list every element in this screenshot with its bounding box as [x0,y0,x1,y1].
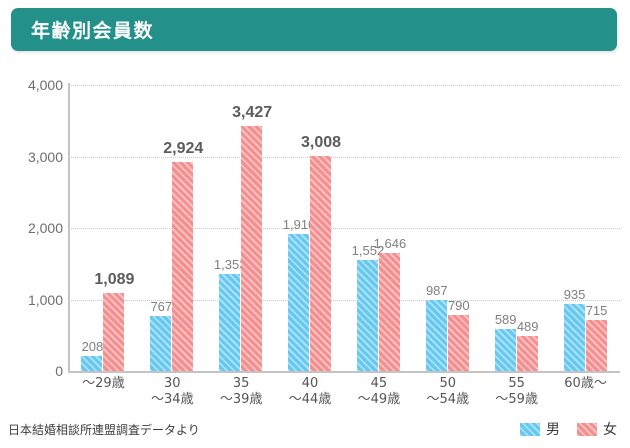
x-tick-line1: 35 [232,376,250,391]
bar-group: 767 2,924 [150,85,203,371]
x-axis-tick-label: 〜29歳 [58,376,148,392]
y-axis-tick-labels: 0 1,000 2,000 3,000 4,000 [0,56,63,416]
bar-chart: 0 1,000 2,000 3,000 4,000 208 1,089 767 2,924 1,… [0,56,630,416]
bar-group: 935 715 [563,85,608,371]
bar-value-label: 3,427 [232,103,273,121]
bar-group: 1,910 3,008 [283,85,341,371]
bar-value-label: 1,910 [282,217,316,233]
legend-swatch-male-icon [520,422,540,436]
bar-value-label: 935 [563,287,586,303]
x-tick-line2: 〜59歳 [495,392,538,407]
x-axis-tick-label: 45 〜49歳 [334,376,424,408]
bar-group: 589 489 [494,85,539,371]
x-tick-line1: 45 [370,376,388,391]
bar-group: 208 1,089 [81,85,134,371]
bar-male[interactable] [150,316,172,371]
bar-value-label: 1,353 [213,257,247,273]
y-axis-tick-3000: 3,000 [27,148,63,165]
bar-value-label: 3,008 [301,133,342,151]
x-axis-tick-label: 60歳〜 [541,376,630,392]
x-tick-line1: 50 [439,376,457,391]
bar-value-label: 208 [81,339,104,355]
x-axis-tick-label: 30 〜34歳 [127,376,217,408]
x-axis-tick-label: 50 〜54歳 [403,376,493,408]
x-tick-line2: 〜34歳 [151,392,194,407]
chart-legend: 男 女 [520,419,617,439]
bar-value-label: 589 [494,311,517,327]
x-tick-line1: 55 [508,376,525,391]
bar-female[interactable] [310,155,332,371]
gridline-3000 [69,156,620,158]
legend-swatch-female-icon [577,422,597,436]
bar-value-label: 2,924 [163,139,204,157]
bar-value-label: 767 [150,299,173,315]
bar-male[interactable] [563,304,585,371]
bar-female[interactable] [585,319,607,371]
source-footnote: 日本結婚相談所連盟調査データより [8,423,200,437]
bar-value-label: 790 [447,297,470,313]
bar-female[interactable] [516,336,538,371]
bar-value-label: 987 [425,283,448,299]
legend-item-male[interactable]: 男 [520,419,560,439]
gridline-2000 [69,228,620,229]
bar-female[interactable] [172,161,194,371]
bar-value-label: 1,646 [373,236,407,252]
bar-group: 987 790 [425,85,470,371]
x-axis-tick-label: 55 〜59歳 [472,376,562,408]
bar-female[interactable] [447,314,469,371]
page-title: 年齢別会員数 [31,20,155,42]
chart-header-bar: 年齢別会員数 [11,8,617,51]
x-tick-line2: 〜44歳 [288,392,332,407]
bar-value-label: 1,552 [351,243,385,259]
bar-group: 1,353 3,427 [214,85,272,371]
legend-item-female[interactable]: 女 [577,419,617,439]
legend-label-male: 男 [546,422,560,438]
gridline-1000 [69,299,620,301]
y-axis-tick-0: 0 [55,363,63,379]
bar-female[interactable] [103,293,125,371]
bar-male[interactable] [81,356,103,371]
bar-male[interactable] [494,328,516,371]
legend-label-female: 女 [603,422,617,438]
x-axis-tick-label: 40 〜44歳 [265,376,355,408]
bar-male[interactable] [219,274,241,371]
x-tick-line1: 40 [301,376,319,391]
bar-value-label: 1,089 [94,271,135,289]
x-tick-line2: 〜54歳 [426,392,470,407]
bar-group: 1,552 1,646 [352,85,406,371]
x-axis-tick-label: 35 〜39歳 [196,376,286,408]
bar-value-label: 715 [585,302,608,318]
x-axis-line [69,371,620,373]
y-axis-tick-4000: 4,000 [27,77,63,93]
bar-male[interactable] [425,300,447,371]
bar-female[interactable] [241,125,263,371]
plot-area: 208 1,089 767 2,924 1,353 3,427 1,910 3,008 1,55… [69,85,620,371]
y-axis-tick-2000: 2,000 [27,220,63,236]
bar-male[interactable] [356,260,378,371]
x-tick-line1: 60歳〜 [564,376,607,391]
bar-male[interactable] [288,234,310,371]
x-tick-line1: 30 [164,376,181,391]
bar-value-label: 489 [516,319,539,335]
gridline-4000 [69,85,620,86]
y-axis-tick-1000: 1,000 [27,291,63,308]
x-tick-line2: 〜39歳 [219,392,263,407]
x-tick-line1: 〜29歳 [82,376,125,391]
bar-female[interactable] [378,253,400,371]
x-tick-line2: 〜49歳 [357,392,401,407]
